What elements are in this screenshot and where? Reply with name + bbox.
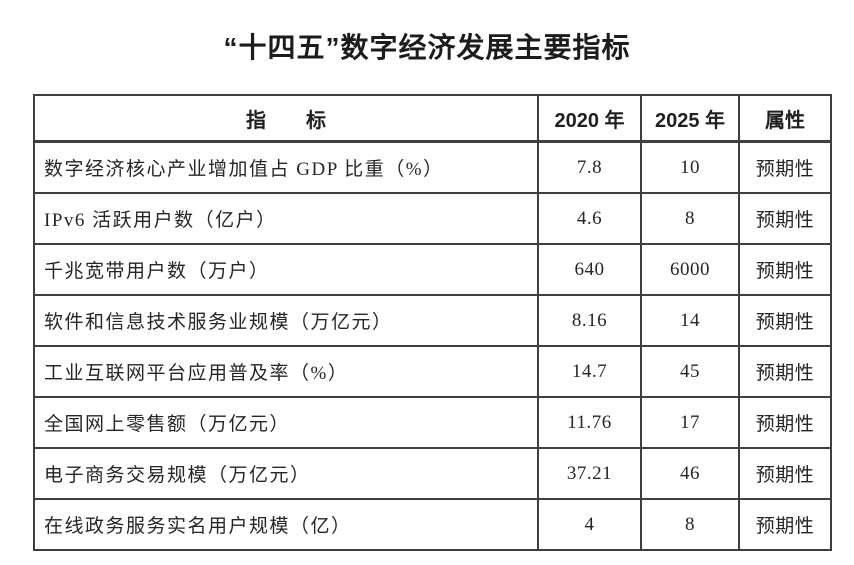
cell-attribute: 预期性 [738,498,832,551]
header-indicator: 指 标 [33,94,539,143]
cell-value-2020: 4.6 [537,192,642,245]
cell-attribute: 预期性 [738,243,832,296]
page-title: “十四五”数字经济发展主要指标 [223,32,631,63]
cell-indicator: 在线政务服务实名用户规模（亿） [33,498,539,551]
cell-value-2025: 14 [640,294,740,347]
table-header: 指 标 2020 年 2025 年 属性 [33,94,832,143]
cell-attribute: 预期性 [738,345,832,398]
cell-attribute: 预期性 [738,396,832,449]
cell-value-2025: 6000 [640,243,740,296]
cell-indicator: 千兆宽带用户数（万户） [33,243,539,296]
cell-attribute: 预期性 [738,294,832,347]
cell-value-2025: 45 [640,345,740,398]
cell-indicator: 全国网上零售额（万亿元） [33,396,539,449]
cell-attribute: 预期性 [738,140,832,194]
table-row: 千兆宽带用户数（万户） 640 6000 预期性 [33,243,832,296]
cell-value-2020: 37.21 [537,447,642,500]
cell-indicator: IPv6 活跃用户数（亿户） [33,192,539,245]
cell-value-2020: 11.76 [537,396,642,449]
table-row: 电子商务交易规模（万亿元） 37.21 46 预期性 [33,447,832,500]
cell-indicator: 软件和信息技术服务业规模（万亿元） [33,294,539,347]
table-row: 软件和信息技术服务业规模（万亿元） 8.16 14 预期性 [33,294,832,347]
cell-indicator: 工业互联网平台应用普及率（%） [33,345,539,398]
header-year-2025: 2025 年 [640,94,740,143]
cell-value-2025: 10 [640,140,740,194]
table-row: 数字经济核心产业增加值占 GDP 比重（%） 7.8 10 预期性 [33,140,832,194]
cell-value-2020: 640 [537,243,642,296]
table-row: 在线政务服务实名用户规模（亿） 4 8 预期性 [33,498,832,551]
cell-value-2020: 4 [537,498,642,551]
cell-attribute: 预期性 [738,447,832,500]
cell-value-2020: 7.8 [537,140,642,194]
header-year-2020: 2020 年 [537,94,642,143]
cell-indicator: 数字经济核心产业增加值占 GDP 比重（%） [33,140,539,194]
cell-value-2025: 8 [640,192,740,245]
table-row: IPv6 活跃用户数（亿户） 4.6 8 预期性 [33,192,832,245]
cell-value-2020: 14.7 [537,345,642,398]
cell-value-2025: 8 [640,498,740,551]
table-body: 数字经济核心产业增加值占 GDP 比重（%） 7.8 10 预期性 IPv6 活… [33,140,832,551]
indicator-table: 指 标 2020 年 2025 年 属性 数字经济核心产业增加值占 GDP 比重… [33,94,832,551]
table-row: 全国网上零售额（万亿元） 11.76 17 预期性 [33,396,832,449]
cell-value-2020: 8.16 [537,294,642,347]
cell-value-2025: 46 [640,447,740,500]
table-row: 工业互联网平台应用普及率（%） 14.7 45 预期性 [33,345,832,398]
table-header-row: 指 标 2020 年 2025 年 属性 [33,94,832,143]
cell-indicator: 电子商务交易规模（万亿元） [33,447,539,500]
cell-attribute: 预期性 [738,192,832,245]
cell-value-2025: 17 [640,396,740,449]
header-attribute: 属性 [738,94,832,143]
